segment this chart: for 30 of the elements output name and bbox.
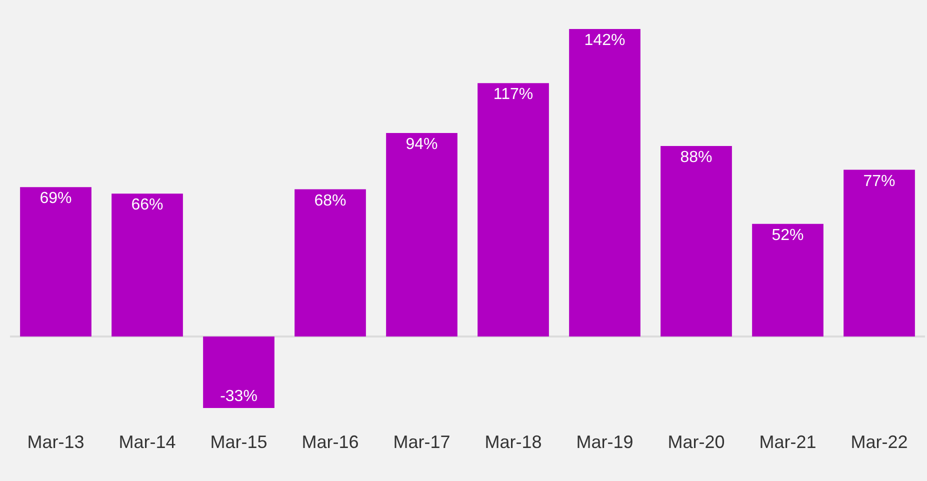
data-label: 52%	[772, 226, 804, 244]
x-tick-label: Mar-17	[393, 432, 450, 452]
x-tick-label: Mar-19	[576, 432, 634, 452]
bar	[752, 224, 824, 336]
data-label: 94%	[406, 136, 438, 153]
x-tick-label: Mar-20	[668, 432, 725, 452]
x-tick-label: Mar-16	[302, 432, 359, 452]
x-tick-label: Mar-13	[27, 432, 84, 452]
bar	[20, 187, 92, 336]
bar	[386, 132, 458, 336]
data-label: 66%	[131, 196, 164, 214]
data-label: 88%	[680, 148, 712, 166]
bar	[112, 194, 183, 336]
bar	[203, 336, 274, 408]
data-label: -33%	[220, 388, 258, 405]
bar	[294, 189, 366, 336]
data-label: 142%	[584, 32, 626, 50]
bar	[660, 146, 732, 336]
data-label: 77%	[863, 172, 896, 190]
x-tick-label: Mar-21	[759, 432, 816, 452]
x-tick-label: Mar-15	[210, 432, 268, 452]
x-tick-label: Mar-14	[118, 432, 176, 452]
bar	[844, 170, 915, 336]
x-tick-label: Mar-18	[484, 432, 542, 452]
data-label: 69%	[40, 190, 72, 208]
x-tick-label: Mar-22	[850, 432, 908, 452]
data-label: 68%	[314, 192, 346, 210]
data-label: 117%	[493, 86, 534, 104]
bar	[569, 29, 640, 336]
bar	[478, 83, 549, 336]
